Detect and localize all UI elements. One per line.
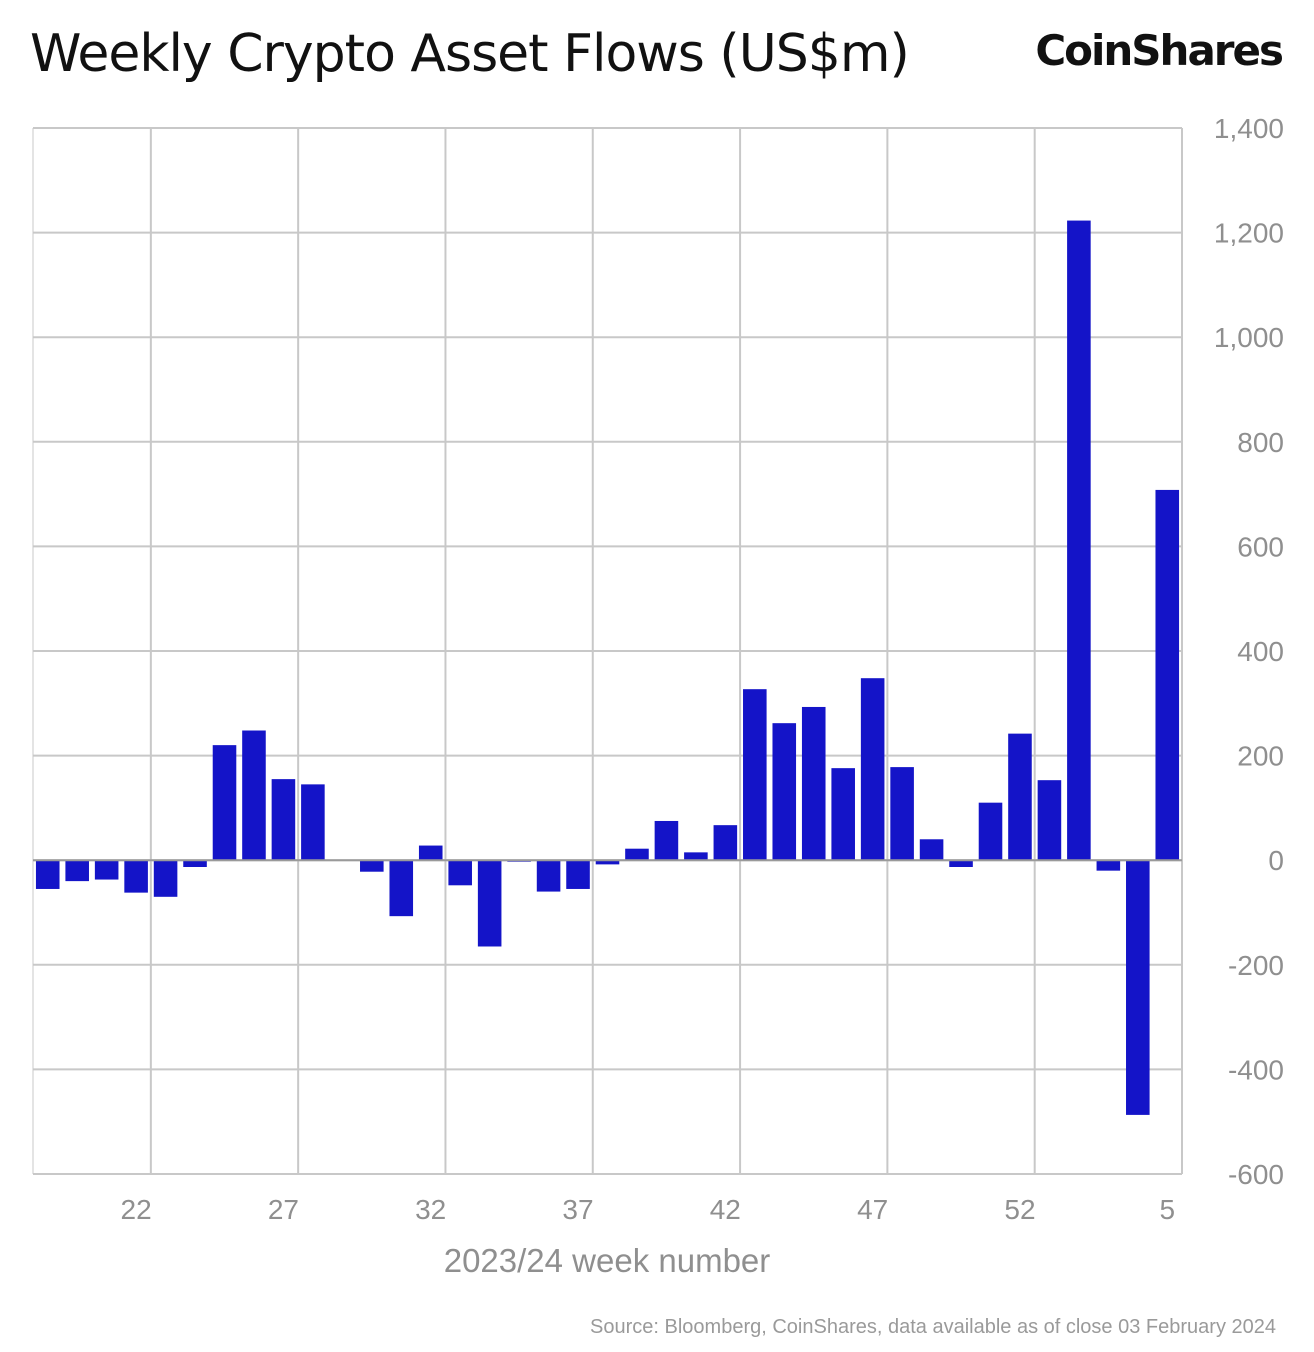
bar-week-50 — [949, 860, 973, 867]
bar-week-28 — [301, 784, 325, 861]
coinshares-logo: CoinShares — [1035, 26, 1284, 75]
bar-week-4 — [1126, 860, 1150, 1115]
bar-week-26 — [242, 730, 266, 861]
y-tick-label: 600 — [1237, 531, 1284, 562]
y-tick-label: 1,000 — [1214, 322, 1284, 353]
bar-week-25 — [212, 745, 237, 861]
x-tick-label: 5 — [1160, 1194, 1176, 1225]
x-axis-tick-labels: 22 27 32 37 42 47 52 5 — [121, 1194, 1176, 1225]
y-tick-label: 400 — [1237, 636, 1284, 667]
bar-week-1 — [1037, 780, 1062, 861]
bar-week-33 — [448, 860, 472, 886]
source-note: Source: Bloomberg, CoinShares, data avai… — [590, 1316, 1276, 1338]
bar-week-24 — [183, 860, 207, 867]
x-tick-label: 27 — [268, 1194, 299, 1225]
bar-week-36 — [536, 860, 561, 892]
bar-week-45 — [801, 706, 826, 861]
chart-title: Weekly Crypto Asset Flows (US$m) — [30, 24, 910, 84]
bar-week-2 — [1067, 220, 1091, 861]
y-tick-label: 1,200 — [1214, 218, 1284, 249]
bar-week-34 — [477, 860, 502, 947]
bar-week-41 — [684, 852, 708, 861]
bar-week-42 — [713, 825, 738, 861]
bar-week-31 — [389, 860, 414, 917]
y-tick-label: 200 — [1237, 741, 1284, 772]
grid-lines — [32, 127, 1183, 1175]
bar-week-30 — [360, 860, 384, 872]
x-tick-label: 47 — [857, 1194, 888, 1225]
x-tick-label: 32 — [415, 1194, 446, 1225]
bars — [35, 220, 1180, 1115]
y-tick-label: 800 — [1237, 427, 1284, 458]
bar-week-19 — [35, 860, 60, 889]
y-tick-label: -200 — [1228, 950, 1284, 981]
x-tick-label: 37 — [562, 1194, 593, 1225]
bar-week-22 — [124, 860, 148, 893]
y-tick-label: -400 — [1228, 1054, 1284, 1085]
x-tick-label: 42 — [710, 1194, 741, 1225]
bar-week-47 — [860, 678, 885, 861]
bar-week-43 — [743, 689, 767, 861]
y-tick-label: -600 — [1228, 1159, 1284, 1190]
bar-week-37 — [566, 860, 590, 889]
x-tick-label: 52 — [1004, 1194, 1035, 1225]
bar-week-52 — [1008, 733, 1032, 861]
y-tick-label: 0 — [1268, 845, 1284, 876]
bar-week-49 — [919, 839, 944, 861]
bar-week-40 — [654, 820, 679, 861]
bar-week-32 — [418, 845, 443, 861]
bar-week-21 — [94, 860, 119, 880]
bar-week-23 — [153, 860, 178, 897]
bar-week-3 — [1096, 860, 1121, 871]
bar-week-51 — [978, 802, 1003, 861]
bar-week-27 — [271, 779, 296, 861]
bar-week-39 — [625, 848, 649, 861]
x-tick-label: 22 — [121, 1194, 152, 1225]
bar-week-5 — [1155, 489, 1180, 861]
y-tick-label: 1,400 — [1214, 113, 1284, 144]
bar-week-38 — [595, 860, 620, 865]
bar-week-48 — [890, 767, 914, 861]
bar-week-20 — [65, 860, 89, 882]
y-axis-tick-labels: -600 -400 -200 0 200 400 600 800 1,000 1,200 1,400 — [1214, 113, 1284, 1190]
bar-week-46 — [831, 768, 855, 861]
bar-week-44 — [772, 723, 797, 861]
x-axis-label: 2023/24 week number — [444, 1242, 771, 1279]
